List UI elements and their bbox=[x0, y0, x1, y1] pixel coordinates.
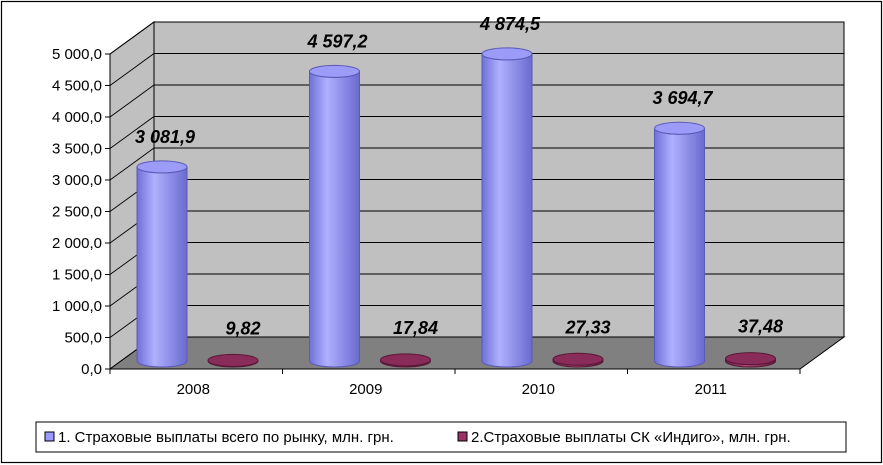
bar-1-3 bbox=[725, 352, 776, 368]
legend-label-1: 2.Страховые выплаты СК «Индиго», млн. гр… bbox=[471, 429, 791, 446]
y-tick-label: 4 500,0 bbox=[52, 78, 102, 95]
cylinder-top bbox=[207, 353, 259, 367]
y-tick-label: 4 000,0 bbox=[52, 109, 102, 126]
gridline bbox=[109, 147, 844, 181]
legend-swatch-1 bbox=[457, 431, 468, 442]
cylinder-body bbox=[309, 71, 360, 368]
cylinder-top bbox=[136, 160, 188, 174]
cylinder-body bbox=[654, 128, 705, 368]
cylinder-top bbox=[481, 47, 533, 61]
y-tick-label: 1 500,0 bbox=[52, 267, 102, 284]
data-label: 37,48 bbox=[738, 317, 783, 337]
gridline bbox=[109, 84, 844, 118]
cylinder-top bbox=[309, 64, 360, 78]
y-tick-label: 3 500,0 bbox=[52, 141, 102, 158]
data-label: 27,33 bbox=[564, 317, 610, 337]
bar-0-2 bbox=[481, 47, 533, 368]
data-label: 3 081,9 bbox=[135, 127, 195, 147]
y-tick-label: 0,0 bbox=[81, 361, 102, 378]
data-label: 3 694,7 bbox=[652, 88, 713, 108]
gridline bbox=[109, 21, 844, 55]
bar-1-2 bbox=[552, 352, 604, 368]
cylinder-body bbox=[136, 166, 188, 368]
y-tick-label: 1 000,0 bbox=[52, 298, 102, 315]
bar-0-0 bbox=[136, 160, 188, 368]
bar-0-1 bbox=[309, 64, 360, 368]
y-tick-label: 2 000,0 bbox=[52, 235, 102, 252]
x-tick-label: 2011 bbox=[695, 381, 727, 398]
cylinder-top bbox=[725, 352, 776, 366]
data-label: 4 597,2 bbox=[306, 31, 367, 51]
cylinder-body bbox=[481, 53, 533, 368]
data-label: 9,82 bbox=[225, 318, 260, 338]
legend-label-0: 1. Страховые выплаты всего по рынку, млн… bbox=[58, 429, 394, 446]
cylinder-top bbox=[380, 353, 431, 367]
gridline bbox=[109, 116, 844, 149]
y-tick-label: 3 000,0 bbox=[52, 172, 102, 189]
bar-1-0 bbox=[207, 353, 259, 368]
cylinder-top bbox=[654, 121, 705, 135]
y-tick-label: 2 500,0 bbox=[52, 204, 102, 221]
x-tick-label: 2009 bbox=[349, 381, 382, 398]
legend bbox=[35, 421, 847, 453]
data-label: 17,84 bbox=[393, 318, 438, 338]
bar-0-3 bbox=[654, 121, 705, 368]
data-label: 4 874,5 bbox=[479, 14, 541, 34]
cylinder-top bbox=[552, 352, 604, 366]
bar-1-1 bbox=[380, 353, 431, 368]
gridline bbox=[109, 53, 844, 86]
legend-swatch-0 bbox=[44, 431, 55, 442]
y-tick-label: 500,0 bbox=[64, 330, 102, 347]
x-tick-label: 2008 bbox=[177, 381, 210, 398]
y-tick-label: 5 000,0 bbox=[52, 46, 102, 63]
x-tick-label: 2010 bbox=[522, 381, 555, 398]
